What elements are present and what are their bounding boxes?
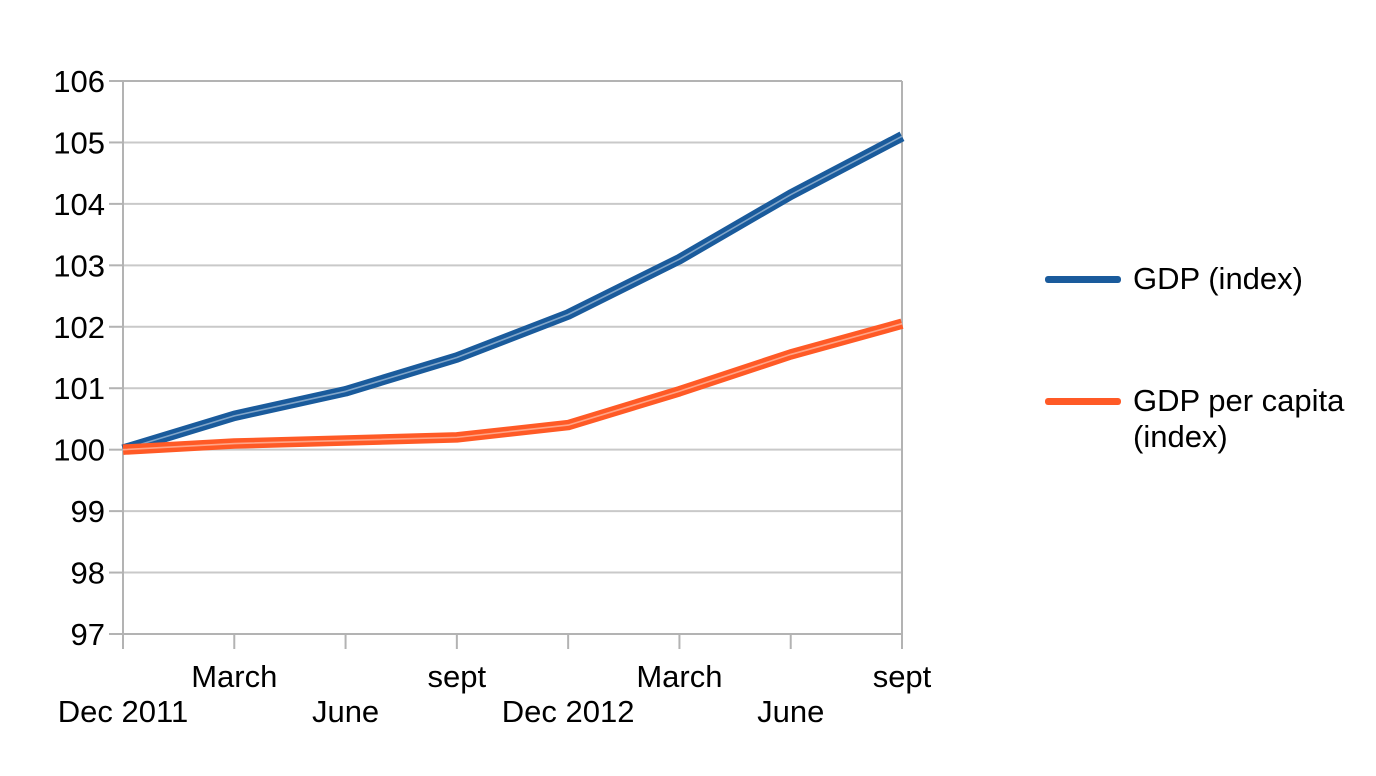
x-axis-label: sept [873,659,932,694]
x-axis-label: Dec 2011 [58,694,188,729]
legend-label-gdp-per-capita: GDP per capita (index) [1133,382,1345,454]
y-axis-label: 98 [71,556,105,591]
x-axis-label: June [757,694,824,729]
series-line-sheen-gdp [122,135,903,451]
y-axis-label: 105 [53,125,105,160]
chart-legend: GDP (index) GDP per capita (index) [1045,261,1376,455]
y-axis-label: 106 [53,64,105,99]
y-axis-label: 99 [71,494,105,529]
x-axis-label: June [312,694,379,729]
series-line-gdp-per-capita [122,318,904,455]
x-axis-label: March [636,659,722,694]
y-axis-label: 100 [53,433,105,468]
y-axis-label: 101 [53,371,105,406]
x-axis-label: sept [428,659,487,694]
x-axis-label: Dec 2012 [502,694,635,729]
series-line-sheen-gdp-per-capita [122,322,903,451]
legend-item-gdp: GDP (index) [1045,261,1376,297]
legend-item-gdp-per-capita: GDP per capita (index) [1045,383,1376,455]
legend-label-gdp: GDP (index) [1133,261,1303,296]
y-axis-label: 97 [71,617,105,652]
legend-line-swatch-gdp [1045,276,1121,283]
y-axis-label: 104 [53,187,105,222]
y-axis-label: 103 [53,248,105,283]
series-line-gdp [121,131,905,455]
legend-line-swatch-gdp-per-capita [1045,397,1121,405]
y-axis-label: 102 [53,310,105,345]
x-axis-label: March [191,659,277,694]
